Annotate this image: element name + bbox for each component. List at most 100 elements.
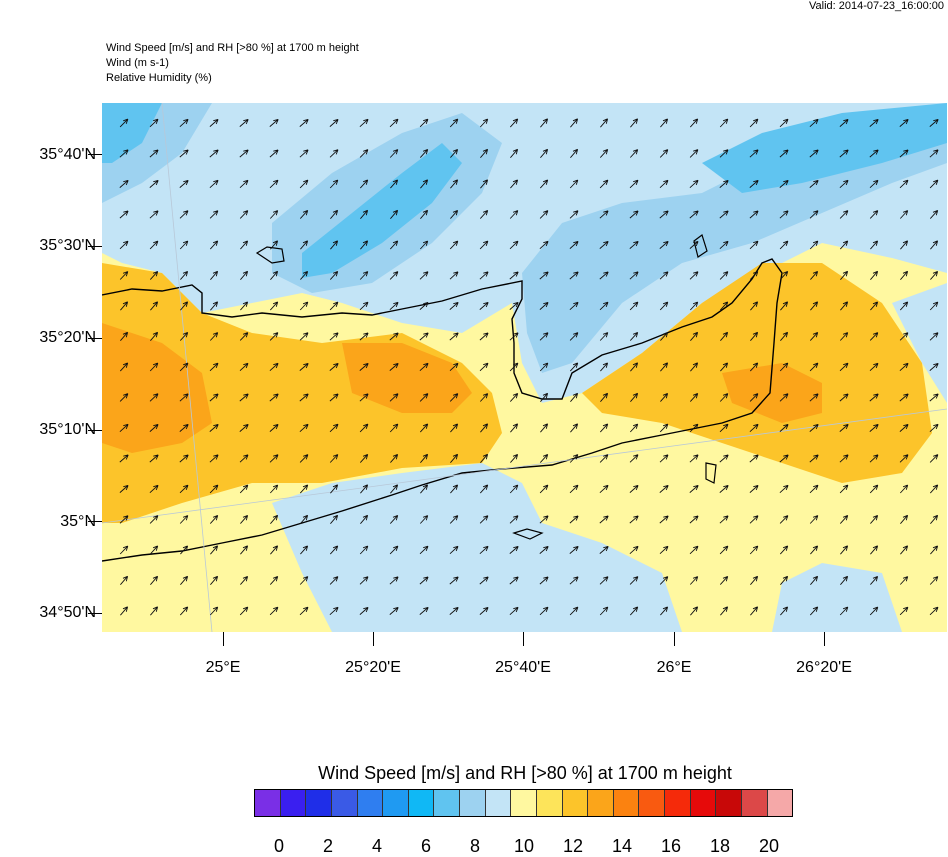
wind-arrow (630, 392, 639, 402)
wind-arrow (600, 362, 609, 372)
lon-tick-1 (223, 632, 224, 646)
wind-arrow (479, 118, 489, 128)
wind-arrow (539, 606, 549, 616)
wind-arrow (239, 149, 249, 158)
wind-arrow (599, 423, 609, 433)
graticule-line-1 (102, 408, 947, 524)
wind-arrow (359, 453, 369, 463)
plot-titles: Wind Speed [m/s] and RH [>80 %] at 1700 … (106, 41, 359, 86)
wind-vectors (119, 118, 939, 616)
wind-arrow (660, 606, 669, 616)
wind-arrow (299, 393, 309, 402)
wind-arrow (749, 454, 759, 463)
wind-arrow (269, 301, 279, 311)
wind-arrow (299, 332, 309, 341)
colorbar-swatch-15 (639, 790, 665, 816)
wind-arrow (839, 393, 849, 402)
wind-arrow (809, 240, 819, 250)
wind-arrow (180, 575, 189, 585)
wind-arrow (419, 240, 429, 250)
wind-arrow (809, 179, 819, 188)
wind-arrow (449, 515, 459, 524)
wind-arrow (479, 332, 489, 341)
wind-arrow (900, 514, 909, 524)
wind-arrow (629, 454, 639, 463)
wind-arrow (690, 331, 699, 341)
wind-arrow (659, 301, 669, 311)
wind-arrow (240, 301, 249, 311)
wind-arrow (119, 149, 129, 158)
wind-arrow (539, 484, 549, 494)
wind-arrow (719, 271, 729, 280)
colorbar-swatch-4 (357, 790, 384, 816)
wind-arrow (179, 484, 189, 494)
wind-arrow (779, 270, 789, 280)
wind-arrow (629, 179, 639, 189)
wind-arrow (359, 179, 369, 189)
wind-arrow (149, 240, 159, 250)
wind-arrow (869, 210, 879, 219)
wind-arrow (719, 118, 729, 128)
valid-time: Valid: 2014-07-23_16:00:00 (809, 0, 944, 12)
lat-label-4: 35°10'N (39, 421, 96, 438)
colorbar-label-14: 14 (611, 836, 633, 856)
wind-arrow (809, 606, 819, 616)
wind-arrow (479, 393, 489, 402)
wind-arrow (329, 149, 339, 158)
wind-arrow (510, 179, 519, 189)
wind-arrow (659, 271, 669, 280)
colorbar-swatch-8 (460, 790, 486, 816)
wind-arrow (389, 271, 399, 280)
wind-arrow (449, 606, 459, 615)
wind-arrow (239, 362, 249, 372)
wind-arrow (179, 331, 189, 341)
colorbar-label-12: 12 (562, 836, 584, 856)
wind-arrow (599, 484, 609, 494)
wind-arrow (149, 118, 159, 128)
wind-arrow (540, 392, 549, 402)
title-line-2: Wind (m s-1) (106, 57, 169, 69)
wind-arrow (930, 270, 939, 280)
wind-arrow (659, 179, 669, 189)
wind-arrow (479, 362, 489, 372)
wind-arrow (719, 301, 729, 311)
wind-arrow (840, 575, 849, 585)
wind-arrow (899, 332, 909, 341)
lat-label-2: 35°30'N (39, 237, 96, 254)
wind-arrow (779, 118, 789, 128)
wind-arrow (269, 362, 279, 372)
lat-tick-6 (88, 613, 102, 614)
wind-arrow (389, 301, 399, 311)
map-panel (102, 103, 947, 632)
wind-arrow (420, 484, 429, 494)
wind-arrow (630, 118, 639, 128)
wind-arrow (479, 271, 489, 280)
wind-arrow (239, 606, 249, 616)
wind-arrow (119, 484, 129, 493)
wind-arrow (240, 514, 249, 524)
wind-arrow (809, 362, 819, 372)
wind-arrow (359, 271, 369, 280)
wind-arrow (569, 362, 579, 372)
wind-arrow (509, 576, 519, 585)
wind-arrow (480, 179, 489, 189)
wind-arrow (869, 362, 879, 372)
wind-arrow (269, 179, 279, 189)
wind-arrow (419, 332, 429, 341)
wind-arrow (390, 179, 399, 189)
wind-arrow (689, 545, 699, 555)
wind-arrow (569, 301, 579, 311)
wind-arrow (300, 545, 309, 555)
wind-arrow (449, 576, 459, 585)
wind-arrow (269, 484, 279, 494)
colorbar-title: Wind Speed [m/s] and RH [>80 %] at 1700 … (318, 763, 732, 783)
wind-arrow (689, 515, 699, 524)
wind-arrow (479, 515, 489, 524)
wind-arrow (809, 454, 819, 463)
wind-arrow (539, 271, 549, 280)
wind-arrow (839, 484, 849, 494)
wind-arrow (119, 515, 129, 524)
wind-arrow (659, 454, 669, 463)
wind-arrow (209, 393, 219, 402)
wind-arrow (479, 576, 489, 585)
